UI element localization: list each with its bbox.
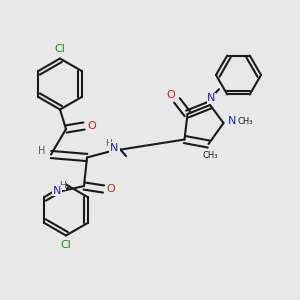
- Text: O: O: [166, 90, 175, 100]
- Text: N: N: [228, 116, 237, 127]
- Text: H: H: [105, 140, 111, 148]
- Text: Cl: Cl: [55, 44, 65, 55]
- Text: N: N: [207, 93, 216, 103]
- Text: Cl: Cl: [61, 239, 71, 250]
- Text: CH₃: CH₃: [202, 151, 218, 160]
- Text: N: N: [53, 185, 61, 196]
- Text: O: O: [87, 121, 96, 131]
- Text: CH₃: CH₃: [237, 117, 253, 126]
- Text: N: N: [110, 142, 118, 153]
- Text: H: H: [59, 181, 65, 190]
- Text: O: O: [106, 184, 116, 194]
- Text: N: N: [111, 143, 119, 153]
- Text: H: H: [38, 146, 46, 157]
